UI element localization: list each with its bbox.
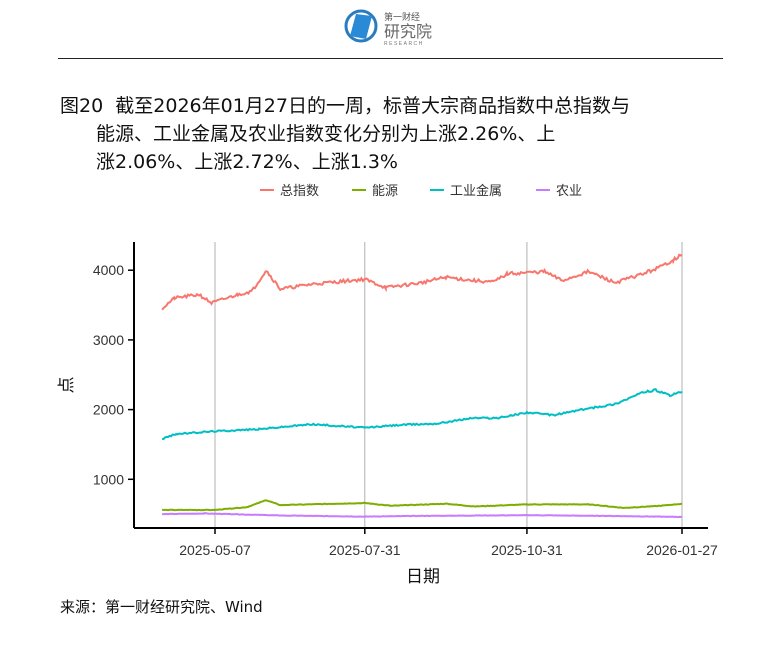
legend-label: 总指数 xyxy=(280,183,319,198)
legend-label: 能源 xyxy=(372,183,398,198)
svg-text:RESEARCH: RESEARCH xyxy=(384,41,424,46)
y-tick-label: 1000 xyxy=(93,471,124,487)
figure-number: 图20 xyxy=(60,95,104,117)
y-axis-label: 点 xyxy=(57,377,76,394)
figure-title: 图20 截至2026年01月27日的一周，标普大宗商品指数中总指数与 能源、工业… xyxy=(60,92,740,176)
series-line-总指数 xyxy=(161,253,683,311)
legend-label: 工业金属 xyxy=(450,183,502,198)
y-tick-label: 3000 xyxy=(93,332,124,348)
series-line-工业金属 xyxy=(161,388,683,441)
svg-text:研究院: 研究院 xyxy=(384,23,432,41)
x-tick-label: 2026-01-27 xyxy=(646,542,718,558)
logo: 第一财经 研究院 RESEARCH xyxy=(342,6,442,47)
title-line-1: 截至2026年01月27日的一周，标普大宗商品指数中总指数与 xyxy=(115,95,630,117)
logo-mark: 第一财经 研究院 RESEARCH xyxy=(344,9,432,47)
svg-text:第一财经: 第一财经 xyxy=(384,11,420,22)
series-line-能源 xyxy=(161,499,683,512)
y-tick-label: 2000 xyxy=(93,402,124,418)
title-line-3: 涨2.06%、上涨2.72%、上涨1.3% xyxy=(96,151,398,173)
source-note: 来源：第一财经研究院、Wind xyxy=(60,598,263,616)
header-rule xyxy=(58,58,723,59)
legend-label: 农业 xyxy=(556,183,582,198)
x-tick-label: 2025-05-07 xyxy=(179,542,251,558)
series-line-农业 xyxy=(161,512,683,519)
x-tick-label: 2025-07-31 xyxy=(329,542,401,558)
x-axis-label: 日期 xyxy=(406,567,440,586)
y-tick-label: 4000 xyxy=(93,262,124,278)
x-tick-label: 2025-10-31 xyxy=(491,542,563,558)
title-line-2: 能源、工业金属及农业指数变化分别为上涨2.26%、上 xyxy=(96,123,556,145)
